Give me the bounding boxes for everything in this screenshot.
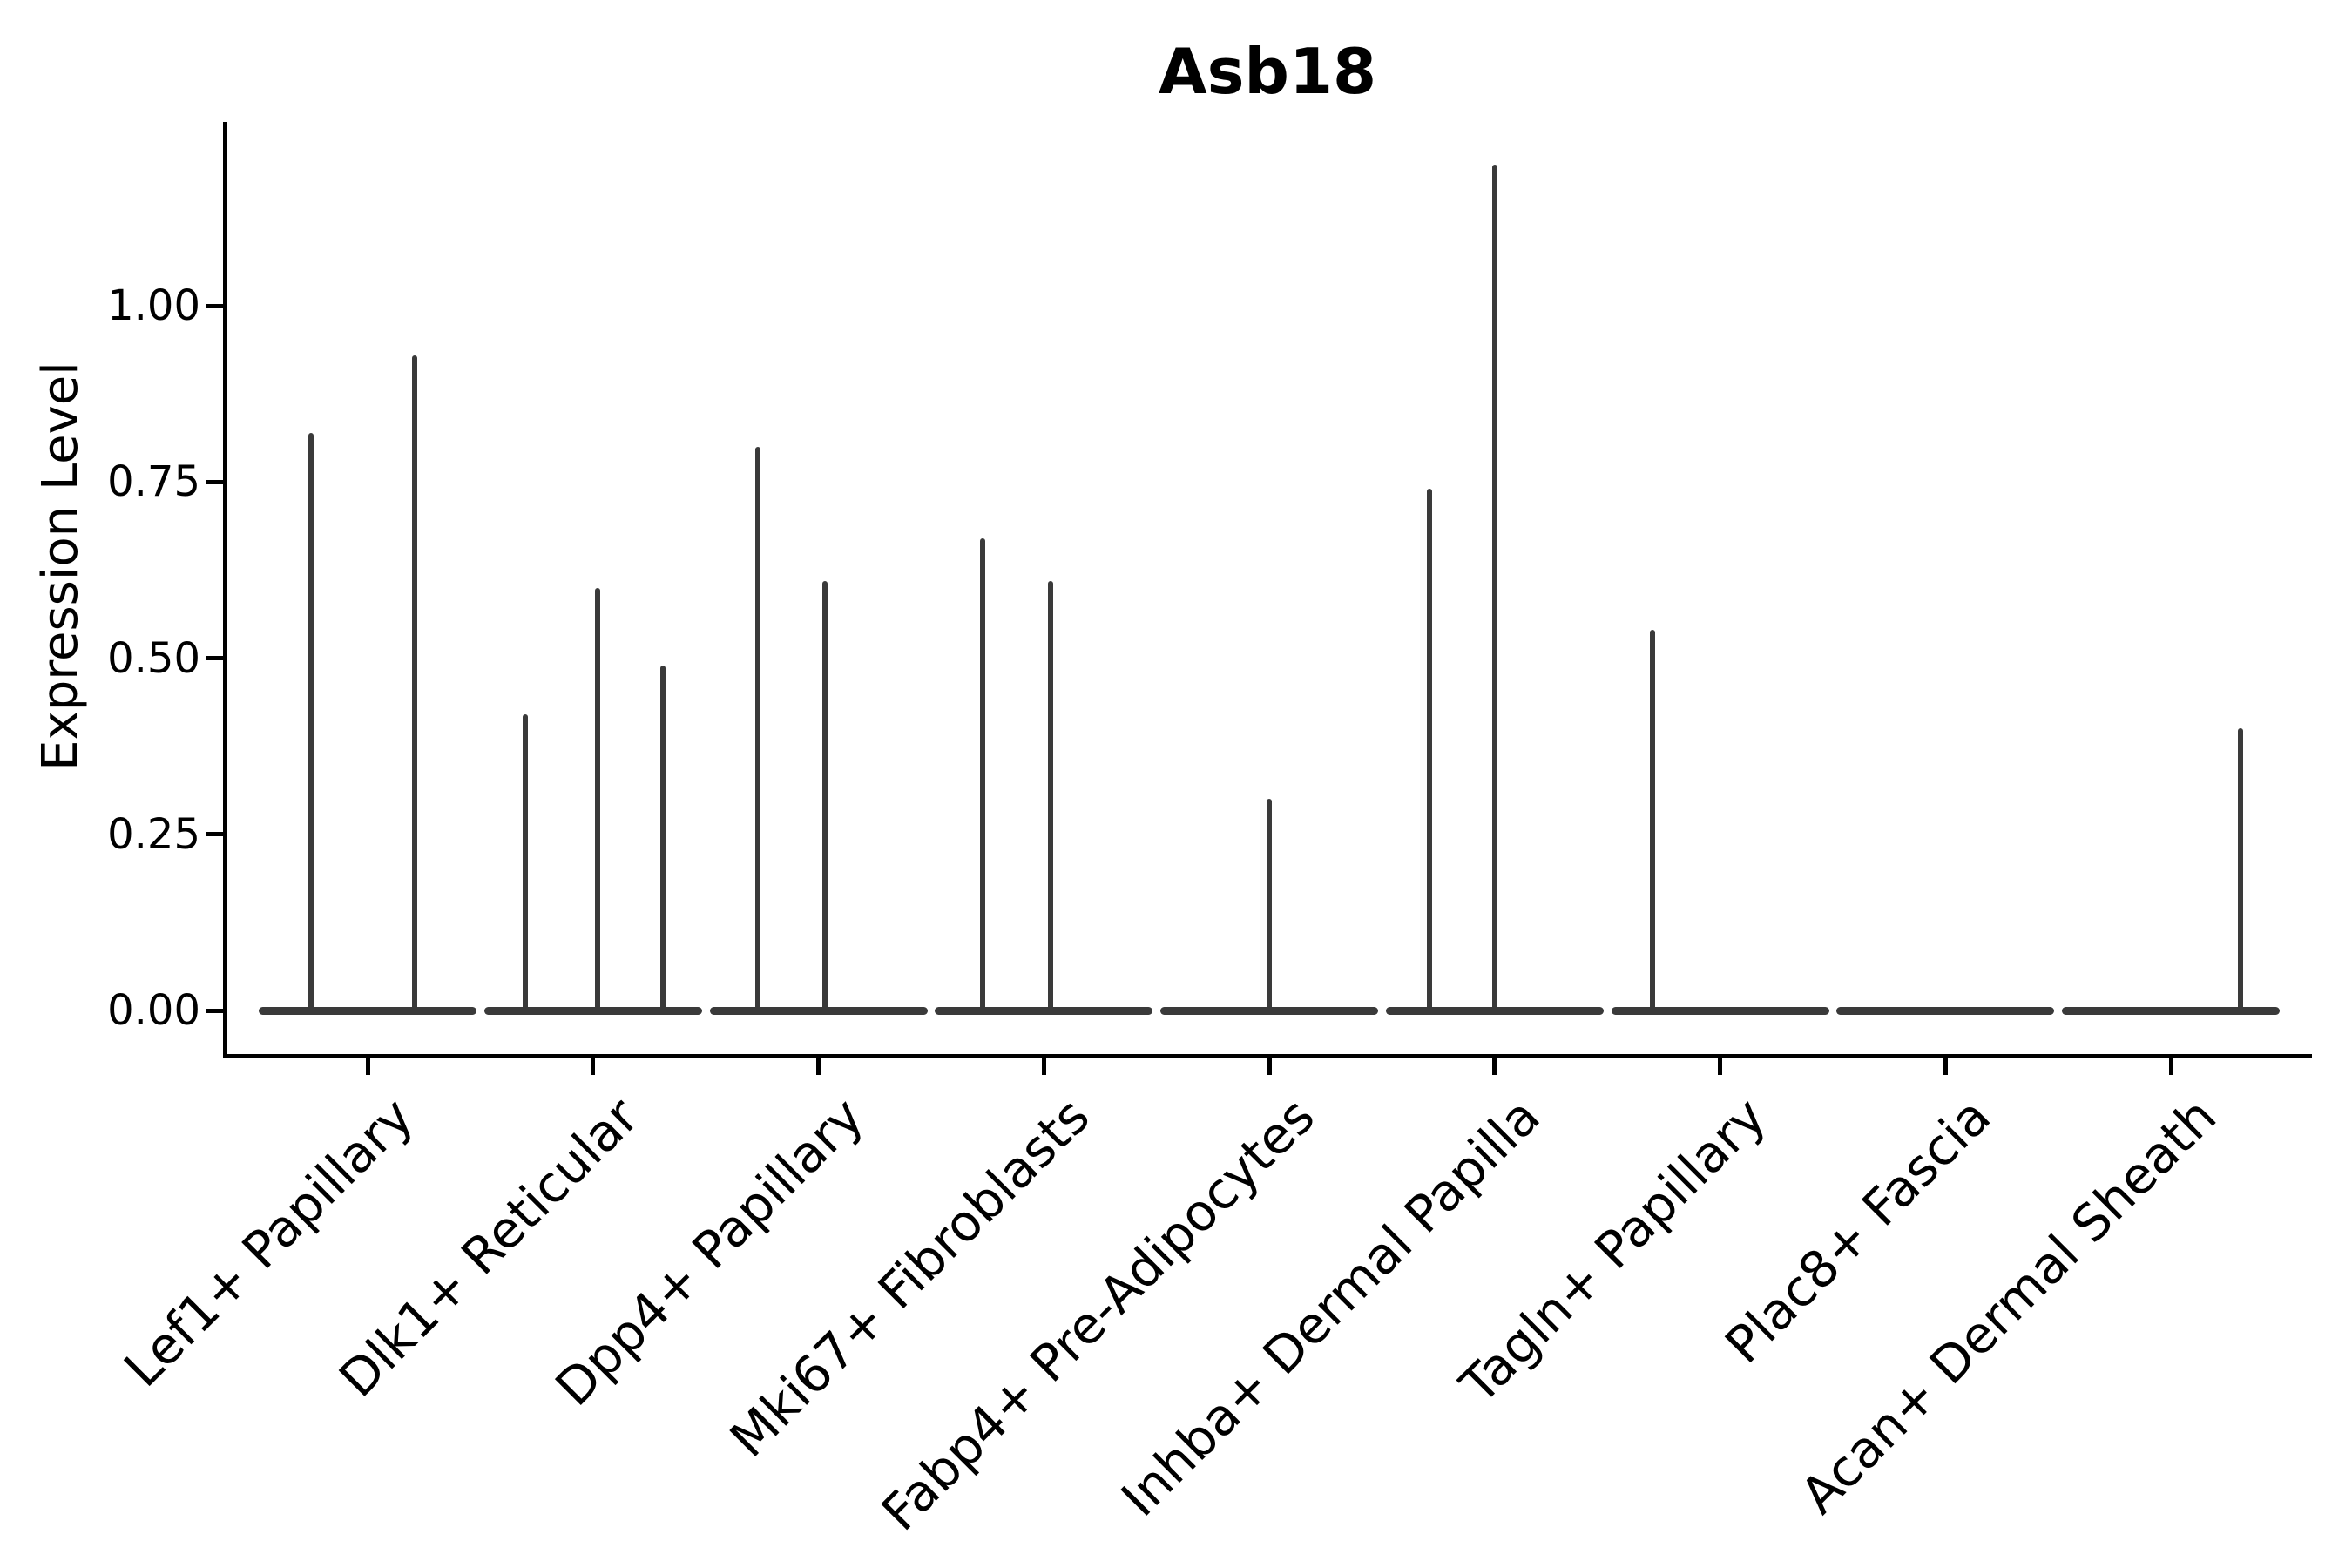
y-tick-label: 0.00 [107,986,200,1035]
y-tick-label: 1.00 [107,281,200,330]
violin-baseline [1836,1006,2055,1015]
violin-spike [308,432,314,1010]
y-tick-label: 0.25 [107,809,200,859]
violin-spike [822,580,828,1010]
violin-spike [1426,489,1432,1010]
y-axis-spine [223,122,227,1058]
violin-spike [1491,165,1497,1010]
x-tick [1718,1056,1722,1075]
violin-baseline [709,1006,928,1015]
y-tick [206,479,225,484]
x-tick [816,1056,821,1075]
y-tick [206,832,225,837]
violin-spike [1267,799,1272,1010]
violin-spike [1649,630,1655,1010]
x-tick-label: Inhba+ Dermal Papilla [1110,1086,1552,1528]
violin-baseline [1611,1006,1829,1015]
violin-spike [1048,580,1053,1010]
violin-spike [659,665,666,1010]
y-tick [206,656,225,660]
violin-spike [2238,728,2244,1010]
x-tick-label: Acan+ Dermal Sheath [1788,1086,2228,1525]
y-tick [206,1008,225,1013]
violin-baseline [483,1006,702,1015]
y-axis-label: Expression Level [32,362,89,771]
x-tick [1041,1056,1046,1075]
x-tick [1492,1056,1497,1075]
plot-title: Asb18 [1158,35,1377,108]
y-tick-label: 0.50 [107,633,200,683]
violin-baseline [2062,1006,2280,1015]
violin-spike [412,355,418,1010]
violin-baseline [1385,1006,1604,1015]
violin-spike [980,537,986,1010]
x-tick [1943,1056,1948,1075]
x-tick [591,1056,596,1075]
x-tick [2168,1056,2173,1075]
violin-spike [523,714,529,1010]
violin-spike [594,587,600,1010]
violin-baseline [259,1006,476,1015]
violin-spike [754,446,760,1010]
x-tick [365,1056,370,1075]
violin-baseline [1160,1006,1378,1015]
y-tick-label: 0.75 [107,457,200,507]
x-tick [1267,1056,1272,1075]
violin-baseline [935,1006,1153,1015]
x-tick-label: Fabp4+ Pre-Adipocytes [870,1086,1327,1543]
y-tick [206,303,225,308]
